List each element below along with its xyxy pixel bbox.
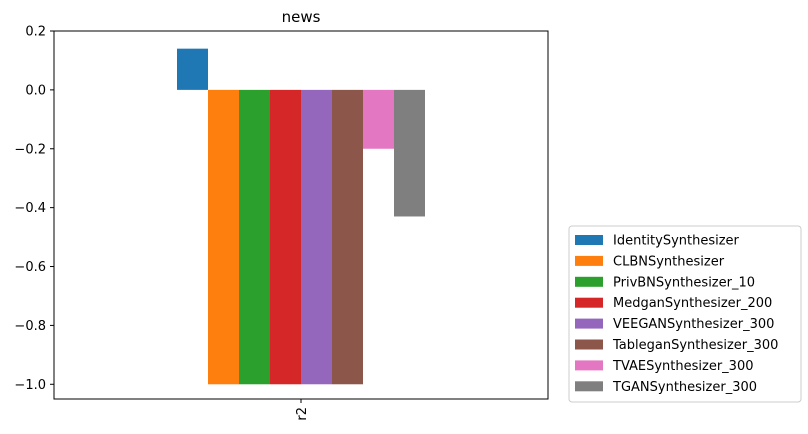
- bar-PrivBNSynthesizer_10: [239, 89, 270, 385]
- legend-label: PrivBNSynthesizer_10: [613, 275, 755, 290]
- bar-CLBNSynthesizer: [208, 89, 239, 385]
- y-tick-label: −0.6: [14, 260, 46, 275]
- bar-IdentitySynthesizer: [177, 48, 208, 90]
- legend-label: MedganSynthesizer_200: [613, 296, 772, 311]
- bar-MedganSynthesizer_200: [270, 89, 301, 385]
- legend-label: TableganSynthesizer_300: [612, 338, 778, 353]
- legend-label: TVAESynthesizer_300: [612, 359, 754, 374]
- legend-label: CLBNSynthesizer: [613, 254, 725, 269]
- legend-swatch-PrivBNSynthesizer_10: [575, 276, 603, 287]
- legend-swatch-VEEGANSynthesizer_300: [575, 318, 603, 329]
- bar-group: [177, 48, 425, 385]
- legend-box: [568, 225, 802, 403]
- legend-swatch-TableganSynthesizer_300: [575, 339, 603, 350]
- legend-swatch-TVAESynthesizer_300: [575, 360, 603, 371]
- legend-label: VEEGANSynthesizer_300: [613, 317, 774, 332]
- y-tick-label: −0.8: [14, 319, 46, 334]
- x-tick-label: r2: [295, 407, 310, 421]
- y-tick-label: −0.4: [14, 201, 46, 216]
- y-tick-label: −1.0: [14, 378, 46, 393]
- y-tick-label: −0.2: [14, 142, 46, 157]
- bar-TableganSynthesizer_300: [332, 89, 363, 385]
- y-tick-label: 0.2: [25, 25, 46, 40]
- legend-label: TGANSynthesizer_300: [612, 380, 757, 395]
- bar-VEEGANSynthesizer_300: [301, 89, 332, 385]
- legend-swatch-CLBNSynthesizer: [575, 255, 603, 266]
- bar-TGANSynthesizer_300: [394, 89, 425, 217]
- legend-swatch-IdentitySynthesizer: [575, 235, 603, 245]
- legend-label: IdentitySynthesizer: [613, 234, 740, 249]
- y-tick-label: 0.0: [25, 83, 46, 98]
- y-axis: 0.2 0.0 −0.2 −0.4 −0.6 −0.8 −1.0: [14, 25, 54, 393]
- bar-TVAESynthesizer_300: [363, 89, 394, 149]
- legend-swatch-MedganSynthesizer_200: [575, 297, 603, 308]
- legend: IdentitySynthesizer CLBNSynthesizer PrivBN…: [568, 225, 802, 403]
- x-axis: r2: [295, 399, 310, 421]
- legend-swatch-TGANSynthesizer_300: [575, 381, 603, 392]
- chart-title: news: [282, 8, 321, 26]
